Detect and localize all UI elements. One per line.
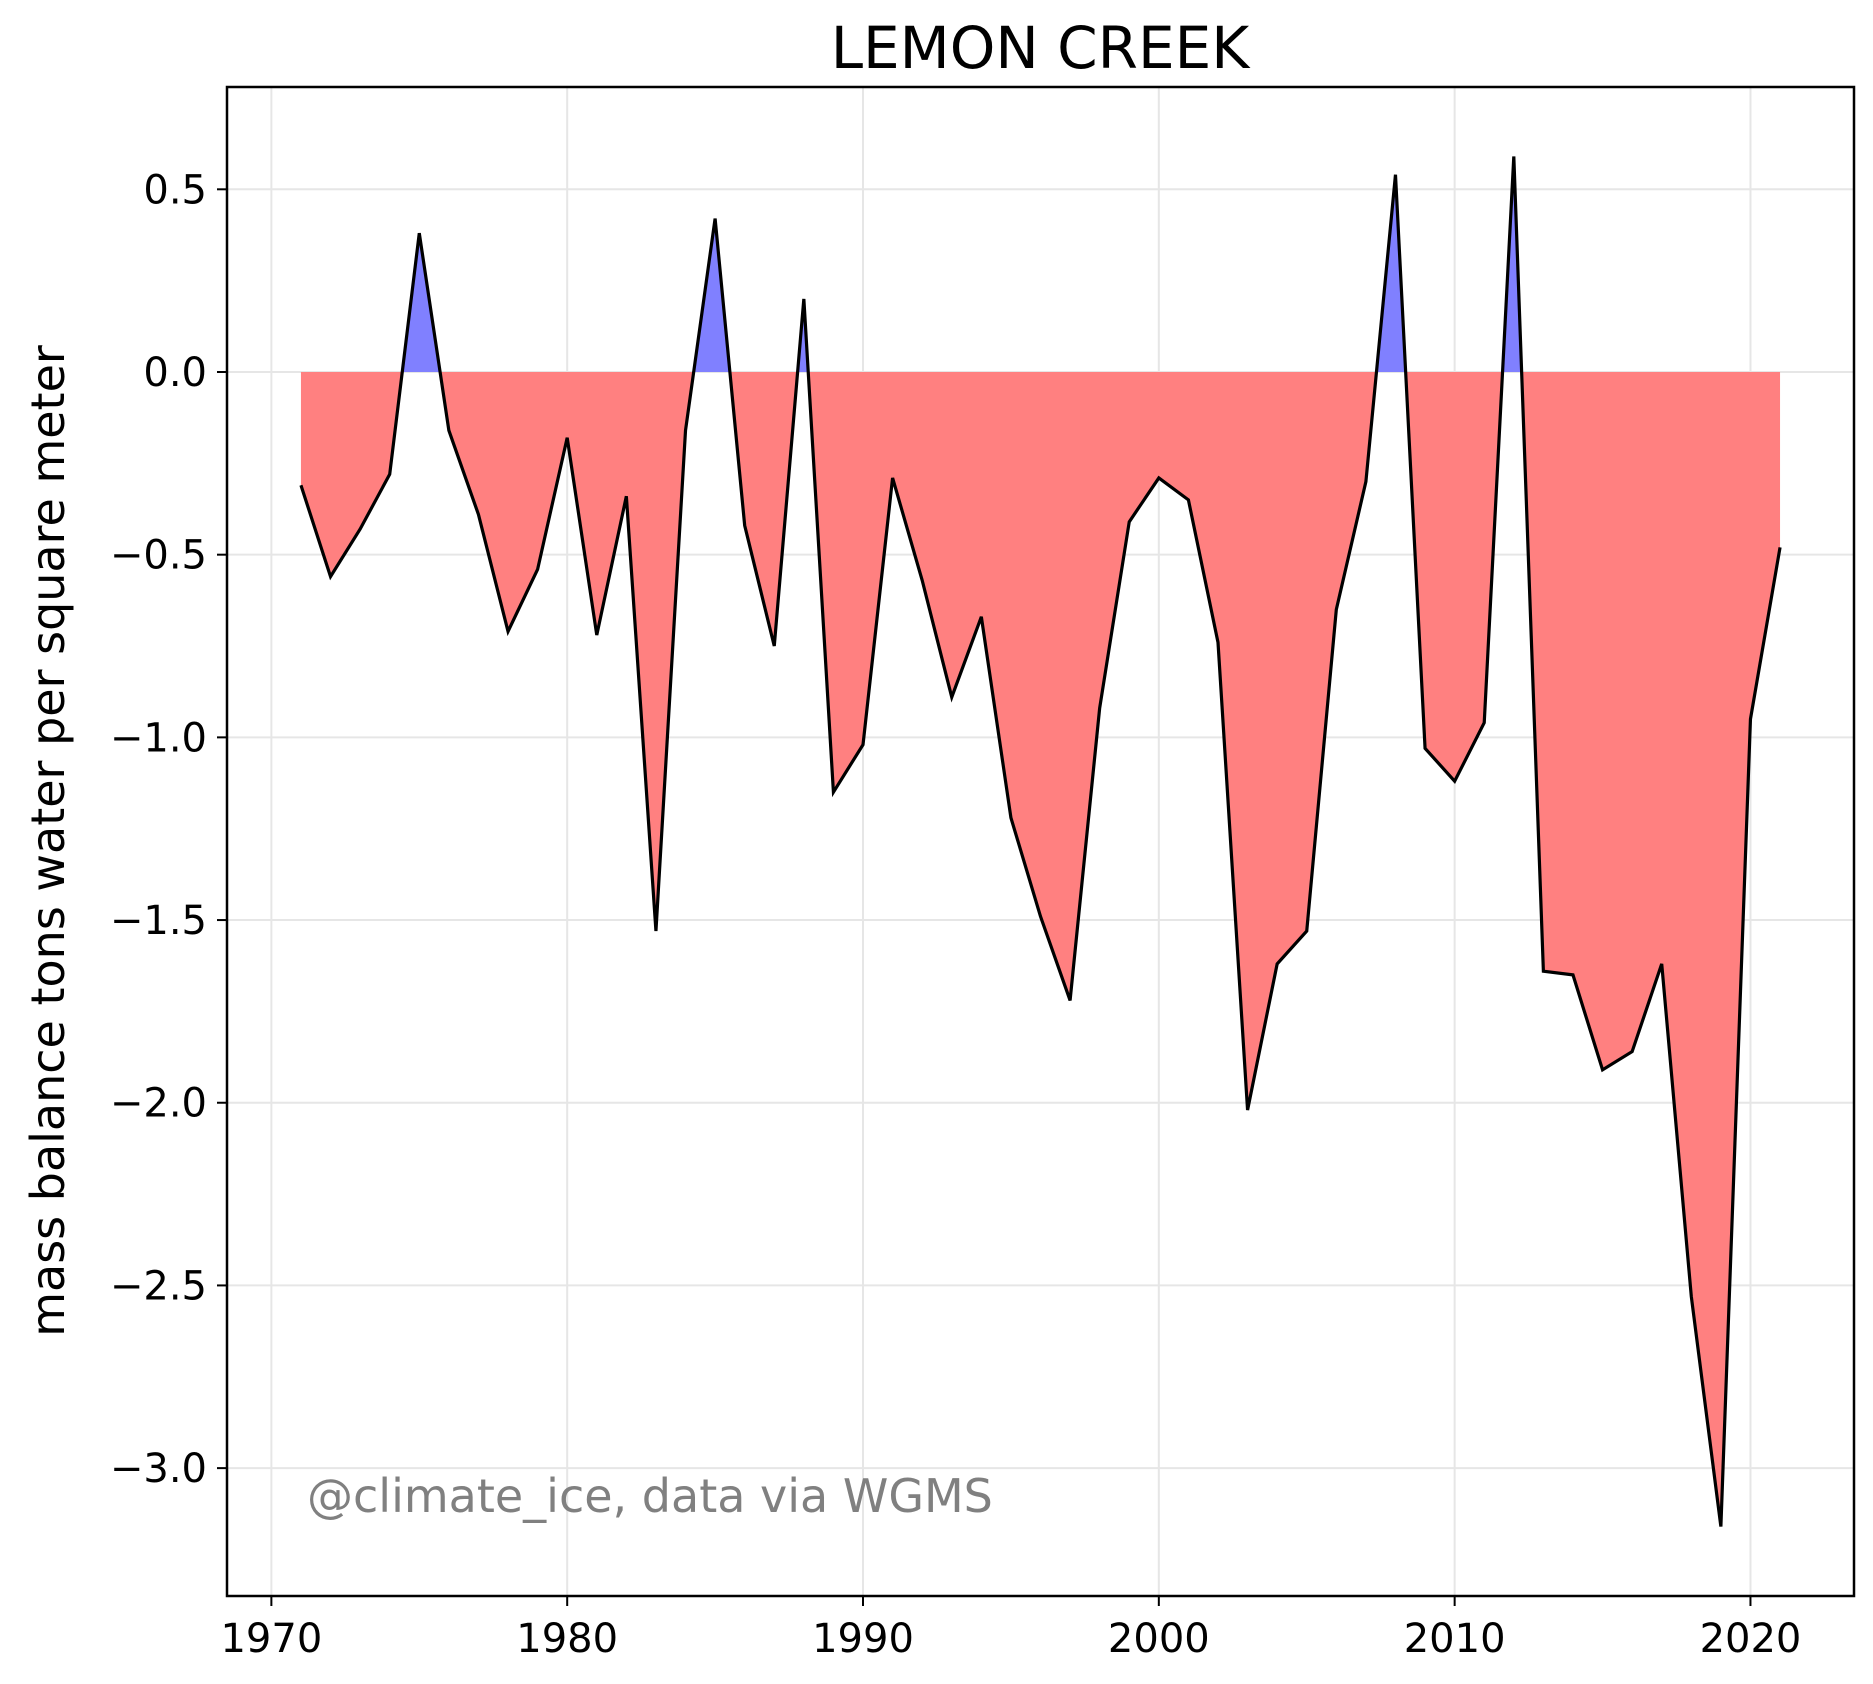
negative-area-fill: [300, 371, 1781, 1527]
y-tick-label: −2.0: [110, 1081, 207, 1127]
plot-frame: [225, 85, 1856, 1598]
data-line: [299, 156, 1782, 1527]
y-tick-label: 0.5: [143, 167, 207, 213]
x-tick-label: 1990: [812, 1616, 914, 1662]
x-tick-label: 1980: [516, 1616, 618, 1662]
grid-lines: [227, 87, 1854, 1596]
x-tick-label: 2020: [1700, 1616, 1802, 1662]
source-annotation: @climate_ice, data via WGMS: [307, 1469, 993, 1523]
chart-title: LEMON CREEK: [831, 14, 1252, 82]
data-series-line: [299, 156, 1782, 1527]
x-tick-label: 2000: [1108, 1616, 1210, 1662]
y-tick-label: 0.0: [143, 350, 207, 396]
y-tick-label: −0.5: [110, 533, 207, 579]
x-tick-label: 2010: [1404, 1616, 1506, 1662]
y-tick-label: −1.0: [110, 715, 207, 761]
y-axis-label: mass balance tons water per square meter: [21, 345, 75, 1337]
y-axis-ticks: 0.5 0.0 −0.5 −1.0 −1.5 −2.0 −2.5 −3.0: [110, 167, 227, 1492]
x-tick-label: 1970: [220, 1616, 322, 1662]
y-tick-label: −1.5: [110, 898, 207, 944]
x-axis-ticks: 1970 1980 1990 2000 2010 2020: [220, 1596, 1801, 1662]
area-fills: [300, 156, 1781, 1527]
y-tick-label: −2.5: [110, 1263, 207, 1309]
y-tick-label: −3.0: [110, 1446, 207, 1492]
